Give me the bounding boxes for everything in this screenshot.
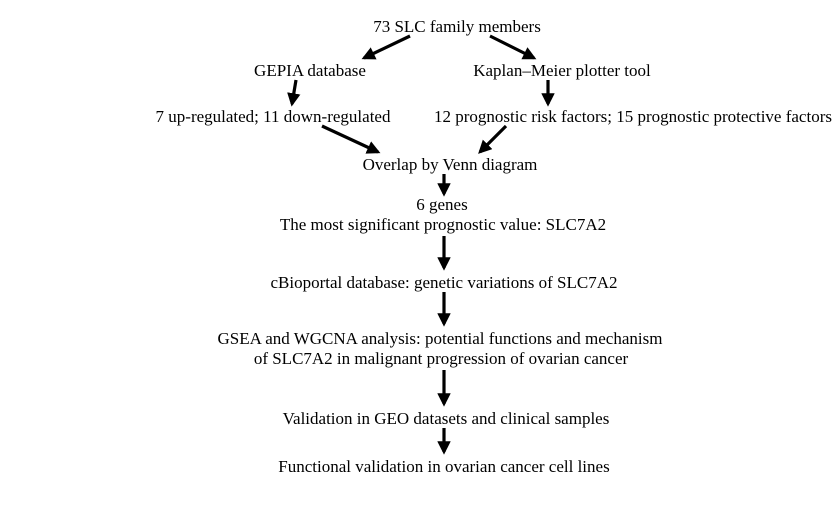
- node-root: 73 SLC family members: [342, 16, 572, 37]
- edge-prog-venn: [480, 126, 506, 152]
- node-geo: Validation in GEO datasets and clinical …: [256, 408, 636, 429]
- node-gsea-line1: GSEA and WGCNA analysis: potential funct…: [160, 328, 720, 349]
- node-cbioportal: cBioportal database: genetic variations …: [254, 272, 634, 293]
- node-km: Kaplan–Meier plotter tool: [442, 60, 682, 81]
- flowchart-canvas: 73 SLC family members GEPIA database Kap…: [0, 0, 838, 526]
- node-functional: Functional validation in ovarian cancer …: [264, 456, 624, 477]
- node-regulated: 7 up-regulated; 11 down-regulated: [113, 106, 433, 127]
- edge-root-km: [490, 36, 534, 58]
- node-genes-line1: 6 genes: [402, 194, 482, 215]
- node-gepia: GEPIA database: [240, 60, 380, 81]
- edge-reg-venn: [322, 126, 378, 152]
- node-gsea-line2: of SLC7A2 in malignant progression of ov…: [206, 348, 676, 369]
- node-venn: Overlap by Venn diagram: [340, 154, 560, 175]
- node-prognostic: 12 prognostic risk factors; 15 prognosti…: [423, 106, 838, 127]
- node-genes-line2: The most significant prognostic value: S…: [243, 214, 643, 235]
- edge-root-gepia: [364, 36, 410, 58]
- edge-gepia-reg: [292, 80, 296, 104]
- arrows-layer: [0, 0, 838, 526]
